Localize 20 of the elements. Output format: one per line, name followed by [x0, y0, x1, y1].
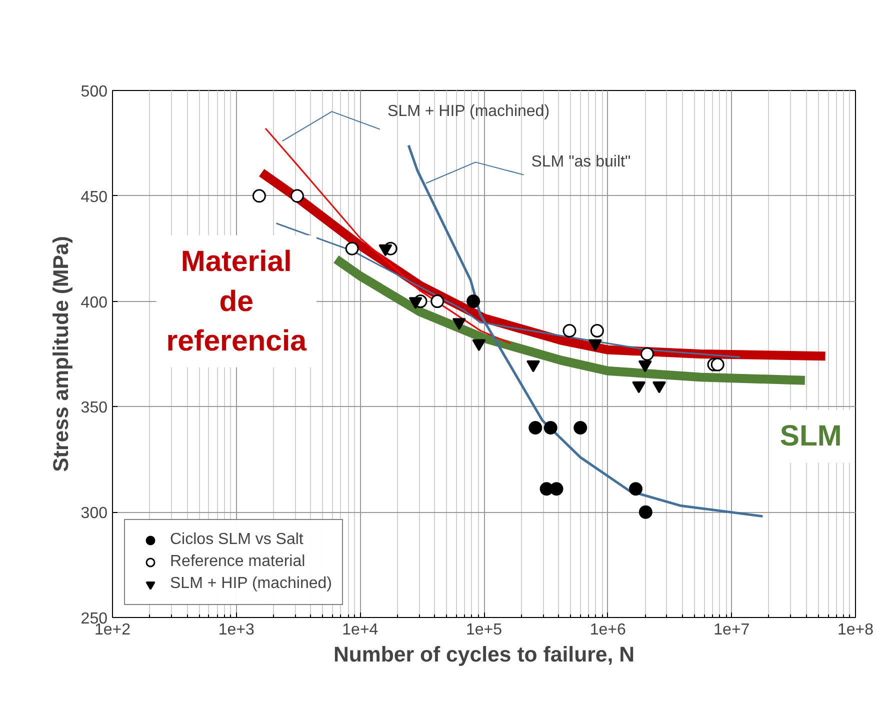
annotation: SLM "as built"	[531, 154, 631, 171]
legend-label: Ciclos SLM vs Salt	[170, 531, 304, 549]
y-tick-label: 450	[80, 188, 108, 206]
x-tick-label: 1e+7	[714, 622, 750, 638]
annotation: Material de referencia	[166, 245, 308, 358]
y-tick-label: 300	[80, 505, 108, 522]
x-tick-label: 1e+6	[590, 622, 626, 638]
x-tick-label: 1e+4	[342, 622, 378, 638]
y-tick-label: 350	[80, 400, 108, 417]
annotation: SLM + HIP (machined)	[388, 103, 550, 120]
annotation: SLM	[780, 420, 842, 453]
x-tick-label: 1e+3	[218, 622, 254, 638]
y-tick-label: 500	[80, 84, 108, 100]
y-tick-label: 400	[80, 294, 108, 312]
y-axis-title: Stress amplitude (MPa)	[48, 236, 73, 472]
legend-label: Reference material	[170, 553, 306, 571]
x-tick-label: 1e+8	[837, 622, 874, 638]
x-tick-label: 1e+5	[466, 622, 502, 638]
legend-label: SLM + HIP (machined)	[170, 575, 332, 593]
x-axis-title: Number of cycles to failure, N	[333, 642, 635, 666]
